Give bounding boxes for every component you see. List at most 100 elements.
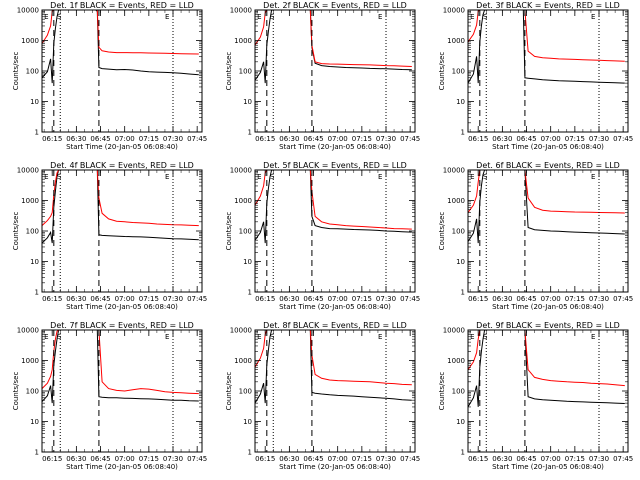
plot-frame xyxy=(41,169,203,293)
y-tick-label: 100 xyxy=(239,228,252,236)
marker-label: E xyxy=(44,333,48,341)
y-tick-label: 1000 xyxy=(234,37,252,45)
x-tick-label: 06:30 xyxy=(492,455,512,463)
marker-label: E xyxy=(591,333,595,341)
x-tick-label: 07:30 xyxy=(589,135,609,143)
marker-label: E xyxy=(378,173,382,181)
x-axis-label: Start Time (20-Jan-05 06:08:40) xyxy=(279,303,391,311)
x-tick-label: 07:15 xyxy=(352,455,372,463)
x-axis-label: Start Time (20-Jan-05 06:08:40) xyxy=(66,143,178,151)
panel-title: Det. 4f BLACK = Events, RED = LLD xyxy=(50,161,194,170)
x-tick-label: 06:45 xyxy=(90,455,110,463)
x-tick-label: 07:30 xyxy=(589,295,609,303)
x-tick-label: 07:15 xyxy=(139,455,159,463)
y-tick-label: 10 xyxy=(30,418,39,426)
x-tick-label: 07:30 xyxy=(163,295,183,303)
panel-data xyxy=(42,10,199,84)
x-tick-label: 06:30 xyxy=(492,295,512,303)
y-tick-label: 100 xyxy=(26,388,39,396)
plot-frame xyxy=(467,329,629,453)
y-tick-label: 1 xyxy=(461,129,465,137)
marker-label: E xyxy=(591,13,595,21)
marker-label: S xyxy=(270,13,275,21)
x-tick-label: 06:15 xyxy=(468,135,488,143)
marker-label: S xyxy=(57,333,62,341)
x-axis-label: Start Time (20-Jan-05 06:08:40) xyxy=(492,463,604,471)
marker-label: E xyxy=(165,13,169,21)
panel-title: Det. 6f BLACK = Events, RED = LLD xyxy=(476,161,620,170)
y-tick-label: 10000 xyxy=(17,167,39,175)
y-tick-label: 1 xyxy=(248,289,252,297)
y-tick-label: 1000 xyxy=(447,197,465,205)
x-tick-label: 06:30 xyxy=(279,295,299,303)
y-axis-label: Counts/sec xyxy=(12,372,20,411)
x-tick-label: 06:15 xyxy=(255,135,275,143)
lld-series-line xyxy=(42,330,199,395)
y-tick-label: 10000 xyxy=(17,7,39,15)
y-tick-label: 10000 xyxy=(230,167,252,175)
x-tick-label: 07:30 xyxy=(376,455,396,463)
x-tick-label: 06:45 xyxy=(516,455,536,463)
events-series-line xyxy=(468,330,625,408)
x-axis-label: Start Time (20-Jan-05 06:08:40) xyxy=(279,143,391,151)
y-tick-label: 1 xyxy=(35,289,39,297)
x-tick-label: 07:30 xyxy=(376,295,396,303)
y-tick-label: 1000 xyxy=(447,37,465,45)
y-tick-label: 100 xyxy=(26,68,39,76)
marker-label: E xyxy=(257,13,261,21)
x-tick-label: 06:30 xyxy=(492,135,512,143)
events-series-line xyxy=(42,330,199,404)
y-tick-label: 1000 xyxy=(21,357,39,365)
x-axis-label: Start Time (20-Jan-05 06:08:40) xyxy=(492,303,604,311)
y-tick-label: 1 xyxy=(35,129,39,137)
y-tick-label: 10 xyxy=(456,418,465,426)
events-series-line xyxy=(42,170,199,244)
y-tick-label: 100 xyxy=(239,388,252,396)
marker-label: E xyxy=(44,173,48,181)
panel-data xyxy=(42,170,199,244)
x-tick-label: 07:00 xyxy=(115,455,135,463)
marker-label: E xyxy=(591,173,595,181)
y-tick-label: 10 xyxy=(243,258,252,266)
x-tick-label: 07:15 xyxy=(139,135,159,143)
x-tick-label: 07:15 xyxy=(565,455,585,463)
x-tick-label: 07:45 xyxy=(613,295,633,303)
x-tick-label: 07:45 xyxy=(187,455,207,463)
x-tick-label: 07:15 xyxy=(565,295,585,303)
x-axis-label: Start Time (20-Jan-05 06:08:40) xyxy=(66,463,178,471)
panel-title: Det. 3f BLACK = Events, RED = LLD xyxy=(476,1,620,10)
x-tick-label: 06:30 xyxy=(279,135,299,143)
panel-data xyxy=(468,330,625,408)
x-tick-label: 07:00 xyxy=(115,135,135,143)
marker-label: E xyxy=(257,333,261,341)
lld-series-line xyxy=(468,330,625,387)
x-tick-label: 06:15 xyxy=(468,295,488,303)
x-tick-label: 07:00 xyxy=(541,455,561,463)
marker-label: S xyxy=(483,173,488,181)
x-tick-label: 06:45 xyxy=(90,135,110,143)
y-tick-label: 10000 xyxy=(17,327,39,335)
marker-label: E xyxy=(44,13,48,21)
panel-data xyxy=(42,330,199,404)
y-tick-label: 10 xyxy=(456,258,465,266)
x-axis-label: Start Time (20-Jan-05 06:08:40) xyxy=(279,463,391,471)
y-axis-label: Counts/sec xyxy=(12,212,20,251)
x-tick-label: 06:45 xyxy=(516,295,536,303)
y-tick-label: 10 xyxy=(456,98,465,106)
x-tick-label: 07:00 xyxy=(115,295,135,303)
y-tick-label: 10 xyxy=(30,258,39,266)
x-tick-label: 07:15 xyxy=(352,135,372,143)
y-tick-label: 10000 xyxy=(230,327,252,335)
y-axis-label: Counts/sec xyxy=(225,212,233,251)
x-tick-label: 06:15 xyxy=(468,455,488,463)
marker-label: E xyxy=(378,333,382,341)
marker-label: E xyxy=(257,173,261,181)
lld-series-line xyxy=(255,330,412,386)
y-tick-label: 1000 xyxy=(234,197,252,205)
x-tick-label: 07:00 xyxy=(541,295,561,303)
marker-label: S xyxy=(483,333,488,341)
